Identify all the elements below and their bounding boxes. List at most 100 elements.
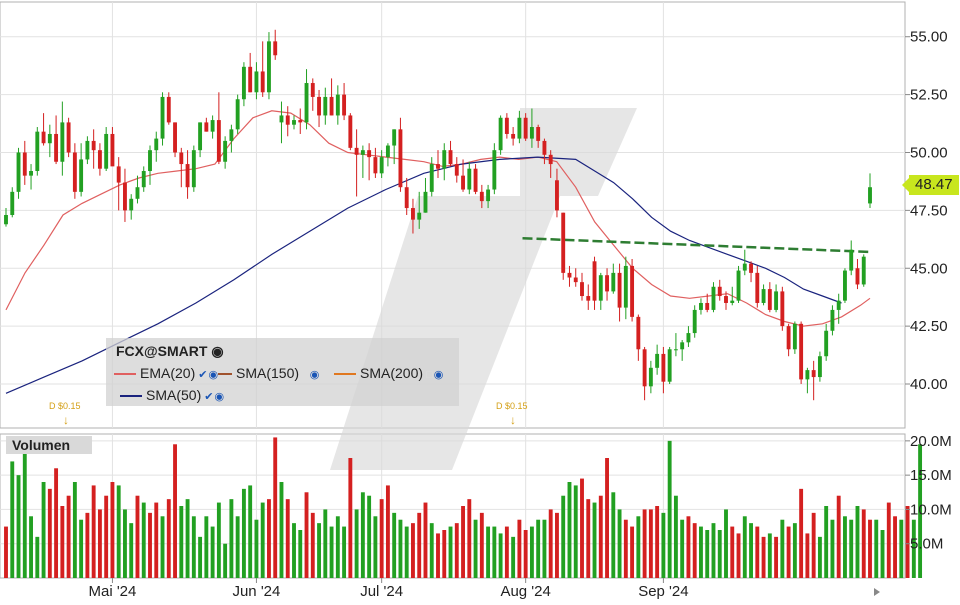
candle-body: [486, 189, 491, 202]
volume-bar: [166, 499, 171, 578]
legend-item-sma200[interactable]: SMA(200) □◉: [334, 365, 443, 381]
candle-body: [10, 191, 15, 215]
volume-bar: [335, 516, 340, 578]
candle-body: [248, 66, 253, 93]
candle-body: [411, 208, 415, 220]
volume-bar: [235, 516, 240, 578]
candle-body: [699, 302, 703, 310]
volume-bar: [749, 523, 753, 578]
volume-bar: [667, 440, 672, 578]
volume-bar: [354, 509, 359, 578]
volume-bar: [229, 499, 234, 578]
globe-icon[interactable]: ◉: [211, 343, 224, 359]
volume-bar: [655, 506, 660, 578]
volume-bar: [473, 519, 478, 578]
volume-bar: [135, 495, 140, 578]
candle-body: [329, 96, 334, 116]
candle-body: [191, 150, 196, 188]
candle-body: [655, 353, 660, 368]
volume-bar: [755, 526, 760, 578]
candle-body: [855, 268, 860, 285]
legend-item-ema20[interactable]: EMA(20) ✔◉: [114, 365, 218, 381]
candle-body: [241, 66, 246, 100]
volume-bar: [223, 543, 228, 578]
volume-bar: [329, 526, 334, 578]
candle-body: [260, 71, 265, 93]
candle-body: [4, 215, 8, 225]
volume-bar: [492, 526, 497, 578]
candle-body: [429, 164, 434, 192]
candle-body: [417, 212, 422, 220]
candle-body: [498, 117, 503, 151]
candle-body: [273, 41, 278, 56]
volume-bar: [717, 530, 722, 578]
volume-bar: [529, 526, 534, 578]
x-tick-label: Jun '24: [232, 583, 280, 600]
x-tick-label: Aug '24: [500, 583, 550, 600]
volume-bar: [511, 536, 516, 578]
candle-body: [611, 272, 616, 292]
candle-body: [229, 129, 234, 141]
x-tick-label: Mai '24: [88, 583, 136, 600]
volume-bar: [730, 526, 735, 578]
volume-bar: [22, 447, 27, 578]
volume-bar: [173, 444, 177, 578]
checkbox-icon[interactable]: □: [302, 369, 309, 381]
volume-bar: [104, 495, 109, 578]
candle-body: [41, 131, 46, 144]
volume-bar: [868, 519, 872, 578]
candle-body: [717, 286, 722, 297]
volume-bar: [47, 488, 52, 578]
globe-icon[interactable]: ◉: [433, 369, 444, 381]
candle-body: [29, 171, 33, 176]
candle-body: [830, 309, 835, 331]
candle-body: [116, 166, 121, 183]
candle-body: [216, 120, 221, 162]
dividend-marker[interactable]: D $0.15 ↓: [496, 401, 528, 427]
volume-bar: [573, 485, 578, 578]
globe-icon[interactable]: ◉: [214, 391, 225, 403]
volume-bar: [198, 536, 203, 578]
candle-body: [354, 147, 359, 155]
volume-bar: [392, 512, 397, 578]
volume-bar: [893, 516, 897, 578]
check-icon[interactable]: ✔: [198, 369, 208, 381]
volume-bar: [129, 523, 134, 578]
volume-bar: [254, 519, 259, 578]
volume-bar: [580, 478, 584, 578]
dividend-marker[interactable]: D $0.15 ↓: [49, 401, 81, 427]
candle-body: [692, 309, 697, 334]
globe-icon[interactable]: ◉: [208, 369, 219, 381]
ticker-label[interactable]: FCX@SMART ◉: [116, 343, 224, 360]
volume-bar: [736, 533, 741, 578]
volume-bar: [304, 492, 309, 578]
candle-body: [54, 133, 59, 162]
volume-bar: [611, 492, 616, 578]
legend-item-sma50[interactable]: SMA(50) ✔◉: [120, 387, 224, 403]
volume-bar: [323, 509, 328, 578]
candle-body: [648, 367, 653, 387]
sma50-line: [5, 156, 842, 394]
volume-bar: [273, 437, 278, 578]
candle-body: [204, 122, 209, 132]
candle-body: [210, 120, 215, 132]
volume-bar: [817, 536, 822, 578]
check-icon[interactable]: ✔: [204, 391, 214, 403]
candle-body: [110, 133, 115, 167]
candle-body: [817, 356, 822, 378]
volume-bar: [91, 485, 96, 578]
candle-body: [686, 333, 691, 343]
candle-body: [173, 122, 177, 153]
volume-bar: [642, 509, 647, 578]
candle-body: [148, 150, 152, 172]
volume-bar: [241, 488, 246, 578]
candle-body: [310, 83, 315, 97]
volume-bar: [517, 519, 522, 578]
candle-body: [548, 154, 553, 165]
legend-item-sma150[interactable]: SMA(150) □◉: [218, 365, 319, 381]
candle-body: [91, 140, 96, 151]
checkbox-icon[interactable]: □: [426, 369, 433, 381]
candle-body: [97, 150, 102, 169]
volume-bar: [310, 512, 315, 578]
globe-icon[interactable]: ◉: [309, 369, 320, 381]
